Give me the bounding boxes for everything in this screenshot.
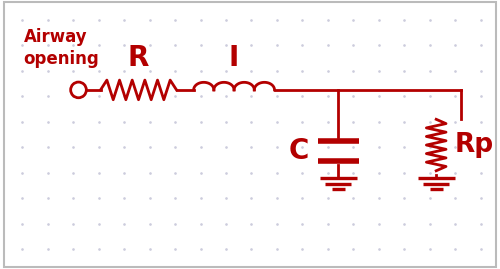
Text: Airway
opening: Airway opening <box>24 28 100 68</box>
Text: R: R <box>128 44 149 72</box>
Text: I: I <box>229 44 239 72</box>
Text: C: C <box>288 137 309 165</box>
Text: Rp: Rp <box>455 132 494 158</box>
